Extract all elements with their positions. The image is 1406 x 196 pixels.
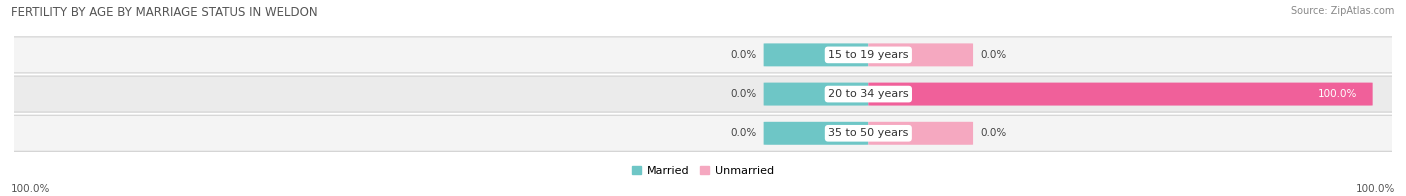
FancyBboxPatch shape: [763, 83, 869, 106]
Text: 100.0%: 100.0%: [1355, 184, 1395, 194]
FancyBboxPatch shape: [869, 43, 973, 66]
Text: 100.0%: 100.0%: [1317, 89, 1358, 99]
FancyBboxPatch shape: [763, 122, 869, 145]
FancyBboxPatch shape: [0, 115, 1406, 151]
Text: 35 to 50 years: 35 to 50 years: [828, 128, 908, 138]
Text: 0.0%: 0.0%: [731, 50, 756, 60]
FancyBboxPatch shape: [763, 43, 869, 66]
Text: 100.0%: 100.0%: [11, 184, 51, 194]
Text: Source: ZipAtlas.com: Source: ZipAtlas.com: [1291, 6, 1395, 16]
Legend: Married, Unmarried: Married, Unmarried: [627, 161, 779, 180]
Text: 0.0%: 0.0%: [731, 89, 756, 99]
Text: 15 to 19 years: 15 to 19 years: [828, 50, 908, 60]
Text: 0.0%: 0.0%: [731, 128, 756, 138]
Text: FERTILITY BY AGE BY MARRIAGE STATUS IN WELDON: FERTILITY BY AGE BY MARRIAGE STATUS IN W…: [11, 6, 318, 19]
FancyBboxPatch shape: [869, 83, 1372, 106]
Text: 0.0%: 0.0%: [980, 50, 1007, 60]
FancyBboxPatch shape: [869, 122, 973, 145]
Text: 20 to 34 years: 20 to 34 years: [828, 89, 908, 99]
Text: 0.0%: 0.0%: [980, 128, 1007, 138]
FancyBboxPatch shape: [0, 76, 1406, 112]
FancyBboxPatch shape: [0, 37, 1406, 73]
